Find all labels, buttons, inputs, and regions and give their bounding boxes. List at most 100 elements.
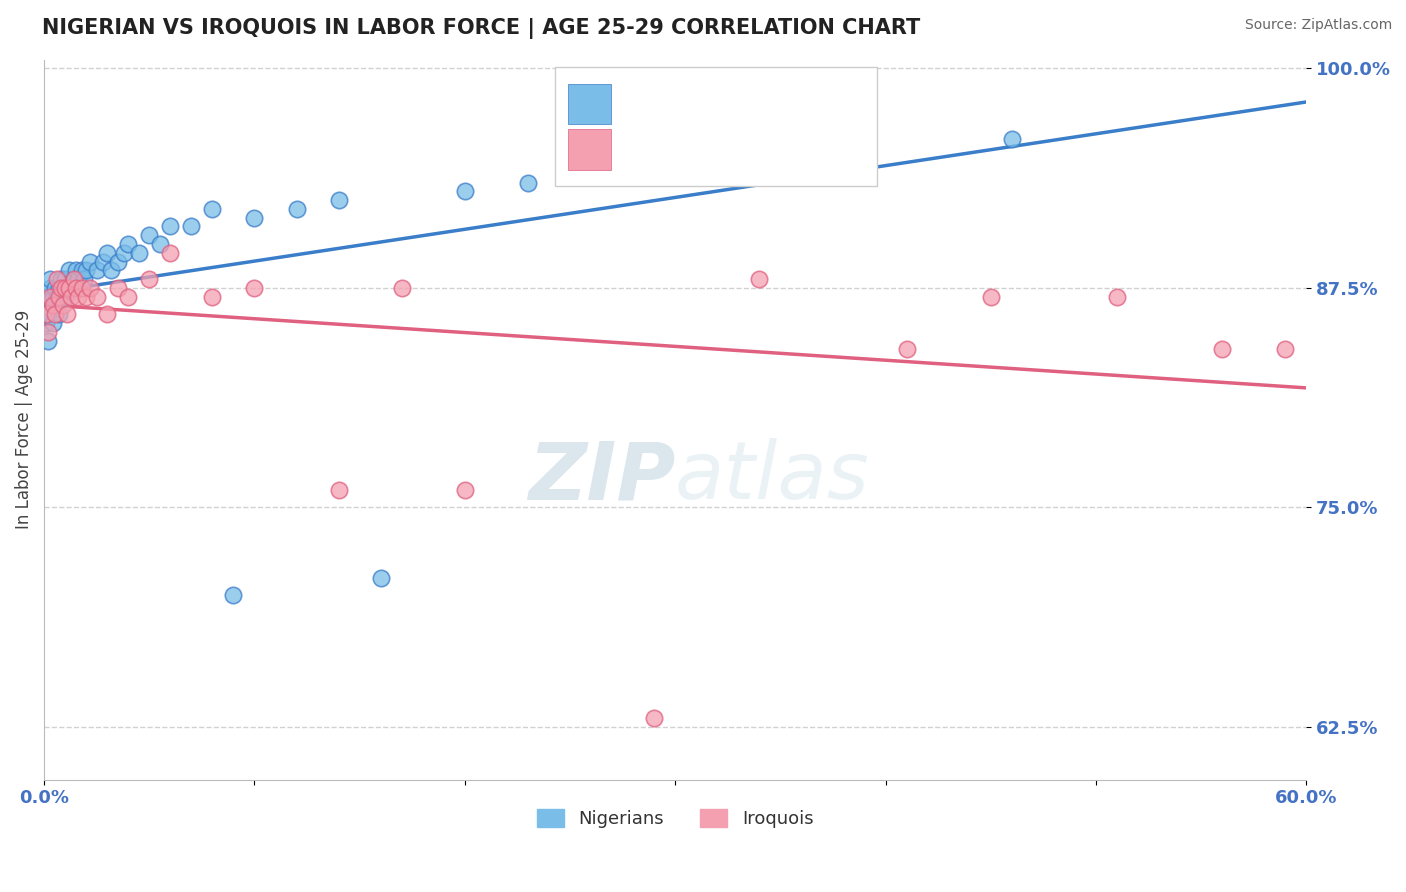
Point: [39, 290, 62, 304]
Point: [96, 245, 118, 260]
Point: [96, 307, 118, 321]
Point: [128, 245, 150, 260]
Point: [75, 290, 97, 304]
Point: [65, 263, 87, 277]
Point: [48, 281, 70, 295]
Point: [41, 316, 63, 330]
Point: [516, 176, 538, 190]
Point: [107, 254, 129, 268]
Legend: Nigerians, Iroquois: Nigerians, Iroquois: [530, 802, 821, 836]
Point: [35, 316, 58, 330]
Point: [39, 272, 62, 286]
Point: [117, 237, 139, 252]
Point: [53, 281, 76, 295]
Point: [37, 307, 59, 321]
Point: [328, 193, 350, 207]
Point: [1001, 131, 1024, 145]
Point: [79, 254, 101, 268]
Point: [70, 263, 93, 277]
Point: [86, 290, 108, 304]
Point: [37, 334, 59, 348]
Point: [159, 245, 181, 260]
Point: [285, 202, 308, 216]
Point: [49, 281, 72, 295]
Point: [66, 290, 89, 304]
Text: Source: ZipAtlas.com: Source: ZipAtlas.com: [1244, 18, 1392, 32]
Point: [62, 272, 84, 286]
Point: [159, 219, 181, 234]
Point: [853, 140, 876, 154]
Point: [138, 272, 160, 286]
Point: [1105, 290, 1128, 304]
Point: [37, 325, 59, 339]
Point: [70, 281, 93, 295]
Point: [35, 290, 58, 304]
Point: [58, 263, 80, 277]
Point: [39, 281, 62, 295]
Point: [180, 219, 202, 234]
Point: [100, 263, 122, 277]
Point: [112, 245, 135, 260]
Point: [41, 298, 63, 312]
Point: [73, 272, 96, 286]
Point: [44, 307, 66, 321]
Point: [748, 272, 770, 286]
Point: [49, 272, 72, 286]
Point: [45, 290, 67, 304]
Point: [328, 483, 350, 497]
Point: [107, 281, 129, 295]
Point: [56, 281, 79, 295]
Point: [35, 307, 58, 321]
Text: R = 0.445   N = 54: R = 0.445 N = 54: [619, 90, 818, 109]
Text: NIGERIAN VS IROQUOIS IN LABOR FORCE | AGE 25-29 CORRELATION CHART: NIGERIAN VS IROQUOIS IN LABOR FORCE | AG…: [42, 18, 921, 39]
Point: [454, 184, 477, 198]
Point: [69, 281, 91, 295]
Point: [621, 167, 644, 181]
Point: [62, 272, 84, 286]
Point: [44, 298, 66, 312]
Point: [52, 281, 75, 295]
Point: [52, 298, 75, 312]
Point: [86, 263, 108, 277]
Text: R = 0.040   N = 37: R = 0.040 N = 37: [619, 136, 818, 155]
Point: [149, 237, 172, 252]
Point: [53, 290, 76, 304]
Point: [49, 290, 72, 304]
Point: [60, 290, 83, 304]
Point: [643, 711, 665, 725]
Point: [727, 158, 749, 172]
FancyBboxPatch shape: [555, 67, 877, 186]
Point: [48, 307, 70, 321]
FancyBboxPatch shape: [568, 84, 610, 124]
Point: [243, 211, 266, 225]
Point: [75, 263, 97, 277]
Text: ZIP: ZIP: [527, 438, 675, 516]
Point: [60, 281, 83, 295]
Point: [65, 281, 87, 295]
Point: [45, 272, 67, 286]
Point: [117, 290, 139, 304]
Point: [79, 281, 101, 295]
Point: [48, 290, 70, 304]
Point: [45, 298, 67, 312]
Point: [41, 290, 63, 304]
Point: [201, 202, 224, 216]
Point: [454, 483, 477, 497]
Point: [66, 272, 89, 286]
Point: [370, 571, 392, 585]
Point: [91, 254, 114, 268]
Point: [1274, 343, 1296, 357]
Point: [896, 343, 918, 357]
Point: [138, 228, 160, 243]
Y-axis label: In Labor Force | Age 25-29: In Labor Force | Age 25-29: [15, 310, 32, 529]
Point: [980, 290, 1002, 304]
Point: [58, 281, 80, 295]
Point: [391, 281, 413, 295]
Point: [243, 281, 266, 295]
Point: [53, 272, 76, 286]
FancyBboxPatch shape: [568, 129, 610, 169]
Point: [201, 290, 224, 304]
Text: atlas: atlas: [675, 438, 870, 516]
Point: [1211, 343, 1233, 357]
Point: [222, 588, 245, 602]
